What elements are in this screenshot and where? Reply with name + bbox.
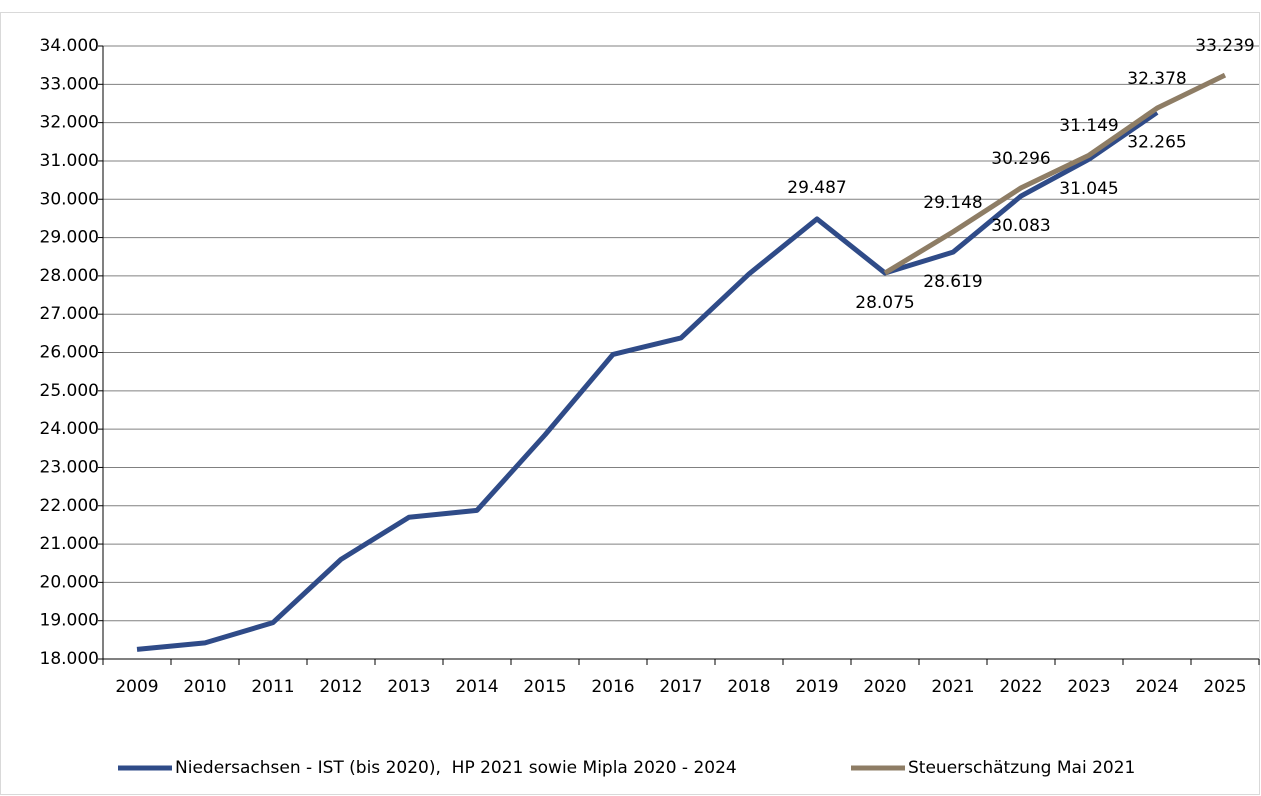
- y-tick-label: 33.000: [40, 74, 99, 94]
- x-tick-label: 2025: [1203, 677, 1246, 697]
- x-tick-label: 2010: [183, 677, 226, 697]
- y-tick-label: 34.000: [40, 36, 99, 56]
- y-tick-label: 23.000: [40, 457, 99, 477]
- data-label: 28.619: [923, 272, 982, 292]
- data-label: 29.487: [787, 178, 846, 198]
- x-tick-label: 2012: [319, 677, 362, 697]
- data-label: 30.083: [991, 216, 1050, 236]
- y-tick-label: 28.000: [40, 266, 99, 286]
- x-tick-label: 2017: [659, 677, 702, 697]
- y-tick-label: 25.000: [40, 381, 99, 401]
- legend-label: Steuerschätzung Mai 2021: [908, 758, 1135, 778]
- y-tick-label: 18.000: [40, 649, 99, 669]
- y-tick-label: 24.000: [40, 419, 99, 439]
- x-tick-label: 2023: [1067, 677, 1110, 697]
- x-tick-label: 2014: [455, 677, 498, 697]
- x-tick-label: 2015: [523, 677, 566, 697]
- legend-label: Niedersachsen - IST (bis 2020), HP 2021 …: [175, 758, 737, 778]
- x-tick-label: 2024: [1135, 677, 1178, 697]
- x-tick-label: 2021: [931, 677, 974, 697]
- y-tick-label: 19.000: [40, 611, 99, 631]
- data-label: 30.296: [991, 149, 1050, 169]
- data-label: 29.148: [923, 193, 982, 213]
- y-tick-label: 27.000: [40, 304, 99, 324]
- data-label: 31.045: [1059, 179, 1118, 199]
- x-tick-label: 2013: [387, 677, 430, 697]
- y-tick-label: 26.000: [40, 343, 99, 363]
- x-tick-label: 2022: [999, 677, 1042, 697]
- x-tick-label: 2011: [251, 677, 294, 697]
- x-tick-label: 2019: [795, 677, 838, 697]
- x-tick-label: 2009: [115, 677, 158, 697]
- data-label: 31.149: [1059, 116, 1118, 136]
- x-tick-label: 2016: [591, 677, 634, 697]
- y-tick-label: 21.000: [40, 534, 99, 554]
- y-tick-label: 29.000: [40, 228, 99, 248]
- series-line: [136, 110, 1159, 652]
- data-label: 28.075: [855, 293, 914, 313]
- y-tick-label: 30.000: [40, 189, 99, 209]
- x-tick-label: 2018: [727, 677, 770, 697]
- x-tick-label: 2020: [863, 677, 906, 697]
- data-label: 32.265: [1127, 132, 1186, 152]
- y-tick-label: 32.000: [40, 113, 99, 133]
- data-label: 32.378: [1127, 69, 1186, 89]
- y-tick-label: 20.000: [40, 572, 99, 592]
- data-label: 33.239: [1195, 36, 1254, 56]
- y-tick-label: 31.000: [40, 151, 99, 171]
- chart-frame: [0, 12, 1260, 795]
- series-line: [883, 72, 1227, 276]
- y-tick-label: 22.000: [40, 496, 99, 516]
